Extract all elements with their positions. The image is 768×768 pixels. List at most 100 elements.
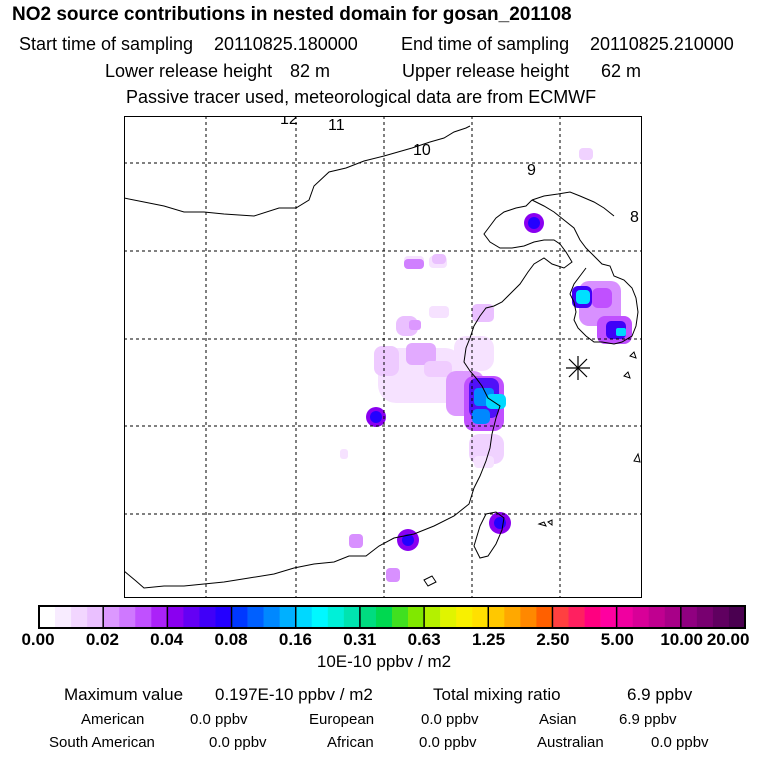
colorbar-cell [472,606,489,628]
time-label: 12 [280,116,298,128]
colorbar-cell [664,606,682,628]
colorbar-cell [279,606,297,628]
colorbar-cell [231,606,248,628]
colorbar-cell [71,606,88,628]
region-name: South American [49,734,155,751]
plume-patch [528,217,540,229]
colorbar-tick-label: 0.08 [214,630,248,649]
colorbar-cell [295,606,313,628]
colorbar-cell [199,606,216,628]
colorbar-tick-label: 0.31 [343,630,377,649]
plume-patch [374,346,399,376]
map-frame [124,116,642,598]
start-time-label: Start time of sampling [19,34,194,54]
border-line [531,191,615,217]
colorbar-cell [728,606,746,628]
coastline [124,125,471,217]
plume-patch [349,534,363,548]
colorbar-cell [520,606,537,628]
coastline [124,433,493,589]
colorbar-cell [600,606,617,628]
colorbar-cell [87,606,104,628]
region-value: 0.0 ppbv [421,711,479,728]
time-label: 9 [527,162,536,179]
colorbar-cell [135,606,152,628]
colorbar-cell [119,606,136,628]
colorbar-cell [584,606,601,628]
receptor-marker-icon [566,356,590,380]
colorbar-tick-label: 1.25 [471,630,506,649]
plume-patch [386,568,400,582]
colorbar-frame [38,605,746,629]
plume-patch [370,411,382,423]
colorbar-cell [311,606,329,628]
end-time-value: 20110825.210000 [590,34,734,54]
graticule [124,116,642,598]
region-value: 0.0 ppbv [190,711,248,728]
colorbar-cell [440,606,457,628]
colorbar-cell [55,606,72,628]
colorbar [38,605,746,629]
plume-patch [472,304,494,322]
colorbar-tick-label: 0.63 [407,630,441,649]
colorbar-cell [632,606,650,628]
plume-patch [576,290,590,304]
plume-patch [340,449,348,459]
max-value: 0.197E-10 ppbv / m2 [215,685,373,704]
region-name: Asian [539,711,577,728]
lower-release-label: Lower release height [105,61,273,81]
end-time-label: End time of sampling [401,34,570,54]
plume-patch [579,148,593,160]
coastline [547,519,553,526]
plume-patch [592,288,612,308]
colorbar-cell [568,606,585,628]
coastline [473,511,505,559]
lower-release-value: 82 m [290,61,331,81]
plume-patch [404,259,424,269]
colorbar-cell [343,606,361,628]
region-value: 0.0 ppbv [419,734,477,751]
colorbar-cell [456,606,473,628]
colorbar-cell [504,606,521,628]
upper-release-value: 62 m [601,61,642,81]
region-value: 0.0 ppbv [651,734,709,751]
plume-patch [472,409,490,424]
plume-patch [486,394,506,409]
plume-patch [424,361,452,377]
coastline [623,371,631,379]
colorbar-cell [183,606,200,628]
colorbar-cell [167,606,184,628]
plume-patch [402,534,414,546]
colorbar-cell [536,606,553,628]
time-label: 8 [630,209,639,226]
time-label: 11 [328,117,345,134]
colorbar-cell [247,606,264,628]
coastlines [124,125,641,589]
region-name: American [81,711,145,728]
region-name: African [327,734,374,751]
time-label: 10 [413,142,431,159]
colorbar-cell [392,606,409,628]
plume-patch [409,320,421,330]
footprint-field [340,148,632,582]
colorbar-cell [359,606,377,628]
coastline [633,452,641,463]
region-name: Australian [537,734,604,751]
colorbar-tick-label: 2.50 [536,630,570,649]
total-mixing-label: Total mixing ratio [433,685,561,704]
colorbar-tick-label: 0.16 [278,630,312,649]
plume-patch [429,306,449,318]
plume-patch [474,456,494,468]
colorbar-cell [648,606,666,628]
colorbar-cell [712,606,730,628]
colorbar-cell [103,606,120,628]
max-value-label: Maximum value [64,685,184,704]
colorbar-cell [327,606,345,628]
plume-patch [616,328,626,336]
colorbar-tick-label: 0.04 [150,630,184,649]
colorbar-cell [424,606,441,628]
coastline [463,199,573,435]
plume-patch [406,343,436,365]
colorbar-tick-label: 0.00 [21,630,55,649]
colorbar-cell [151,606,168,628]
